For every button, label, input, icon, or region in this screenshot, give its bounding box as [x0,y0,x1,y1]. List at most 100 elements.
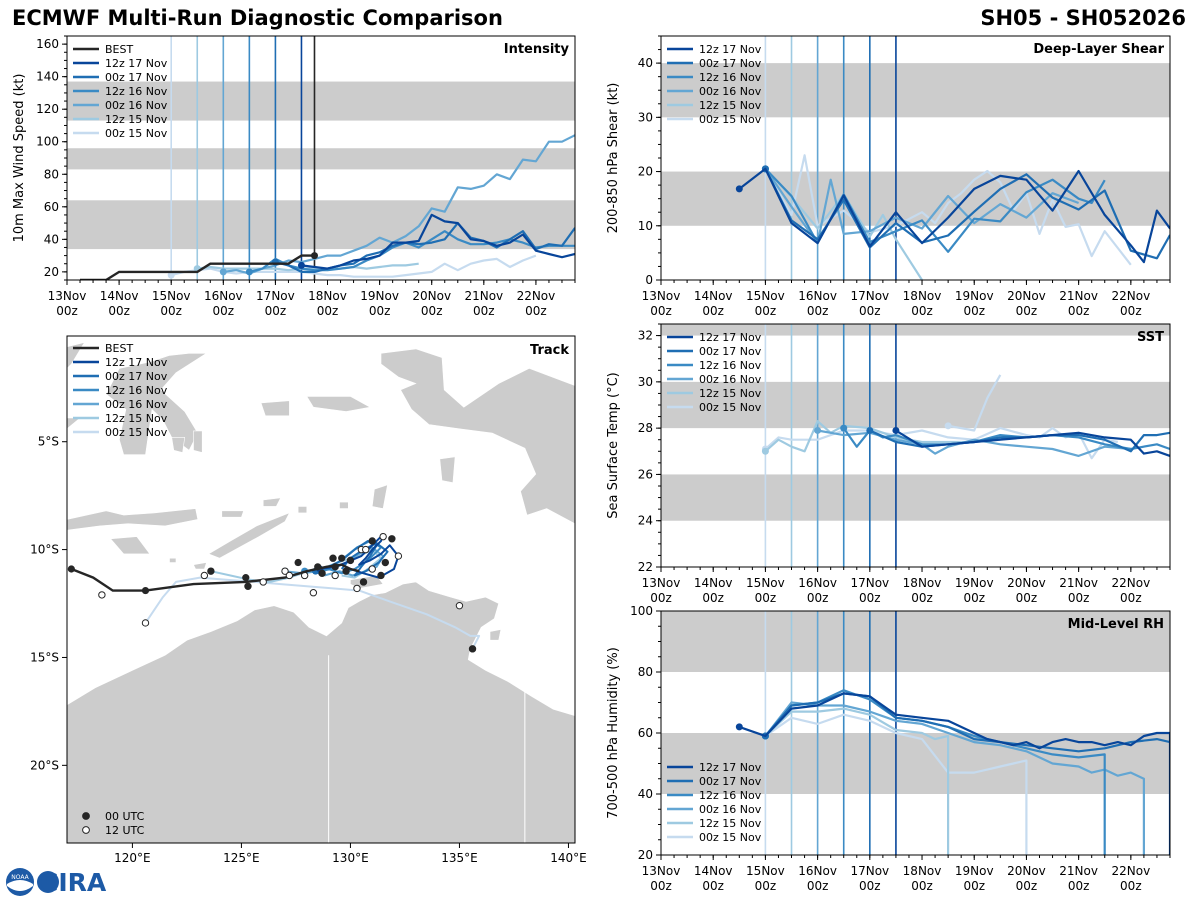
legend-label: 12z 17 Nov [105,356,168,369]
y-axis-label: 700-500 hPa Humidity (%) [606,647,621,819]
y-tick-label: 30 [638,110,653,124]
land-island [171,437,186,453]
legend-label: 00z 16 Nov [105,99,168,112]
x-tick-label: 14Nov [694,864,733,878]
land-australia [67,581,575,843]
x-tick-label: 00z [859,304,881,318]
x-tick-label: 22Nov [1111,576,1150,590]
y-tick-label: 20 [44,265,59,279]
x-tick-label: 00z [317,304,339,318]
x-tick-label: 00z [525,304,547,318]
land-island [169,557,177,563]
best-fix-00utc [331,563,339,571]
x-tick-label: 00z [702,591,724,605]
x-tick-label: 00z [650,591,672,605]
y-tick-label: 40 [44,232,59,246]
x-tick-label: 00z [1068,879,1090,893]
x-tick-label: 15Nov [746,289,785,303]
x-tick-label: 21Nov [1059,576,1098,590]
series-line [764,707,950,855]
x-tick-label: 19Nov [955,864,994,878]
panel-title: Intensity [504,42,570,57]
x-tick-label: 19Nov [360,289,399,303]
legend-label: 00z 17 Nov [105,370,168,383]
map-frame [66,335,576,844]
series-start-marker [735,185,743,193]
run-fix-marker [388,535,396,543]
panel-rh: 2040608010013Nov00z14Nov00z15Nov00z16Nov… [606,604,1171,893]
x-tick-label: 17Nov [850,289,889,303]
land-island [109,536,151,555]
run-fix-marker [379,532,387,541]
x-tick-label: 21Nov [1059,289,1098,303]
x-tick-label: 00z [213,304,235,318]
legend-label: 12z 15 Nov [699,387,762,400]
globe-icon [37,871,59,893]
threshold-band [67,148,575,170]
x-tick-label: 00z [755,879,777,893]
x-tick-label: 22Nov [1111,864,1150,878]
x-tick-label: 00z [1068,304,1090,318]
y-tick-label: 160 [36,37,59,51]
x-tick-label: 00z [650,304,672,318]
y-tick-label: 32 [638,329,653,343]
x-tick-label: 00z [1016,591,1038,605]
x-tick-label: 17Nov [850,864,889,878]
run-fix-marker [368,537,376,545]
x-tick-label: 00z [859,591,881,605]
legend-label: 12z 16 Nov [699,359,762,372]
best-fix-12utc [200,571,209,580]
run-track-line [144,576,481,650]
land-island [339,501,349,509]
x-tick-label: 16Nov [798,576,837,590]
series-start-marker [814,426,822,434]
legend-label: 00z 16 Nov [699,373,762,386]
series-start-marker [866,426,874,434]
marker-legend-symbol [82,826,90,834]
x-tick-label: 00z [807,591,829,605]
y-tick-label: 60 [44,200,59,214]
x-tick-label: 00z [911,879,933,893]
x-tick-label: 14Nov [694,576,733,590]
x-tick-label: 00z [1120,304,1142,318]
land-island [193,430,203,453]
land-island [262,497,282,507]
land-island [371,484,388,509]
plot-area-sst [661,324,1170,567]
legend-label: 00z 17 Nov [105,71,168,84]
plot-area-shear [661,36,1170,280]
run-fix-marker [331,571,339,580]
best-fix-00utc [67,565,75,573]
legend-label: 00z 15 Nov [105,127,168,140]
best-fix-12utc [98,591,106,599]
x-tick-label: 00z [807,879,829,893]
legend-label: 00z 16 Nov [699,85,762,98]
x-tick-label: 00z [160,304,182,318]
y-tick-label: 20 [638,848,653,862]
x-tick-label: 18Nov [308,289,347,303]
x-tick-label: 00z [1068,591,1090,605]
legend-label: 12z 17 Nov [699,43,762,56]
x-tick-label: 00z [473,304,495,318]
x-tick-label: 00z [108,304,130,318]
legend-label: 00z 17 Nov [699,57,762,70]
run-fix-marker [394,552,403,560]
lon-tick-label: 130°E [332,851,369,865]
x-tick-label: 16Nov [204,289,243,303]
series-start-marker [892,426,900,434]
land-island [489,629,502,641]
legend-label: 00z 15 Nov [699,113,762,126]
x-tick-label: 00z [1016,304,1038,318]
series-start-marker [219,268,227,276]
best-fix-12utc [259,578,267,586]
run-fix-marker [207,567,215,575]
marker-legend-symbol [82,812,90,820]
x-tick-label: 17Nov [850,576,889,590]
map-area [67,342,575,843]
x-tick-label: 18Nov [903,864,942,878]
series-start-marker [840,424,848,432]
lon-tick-label: 120°E [114,851,151,865]
x-tick-label: 00z [755,591,777,605]
land-new-guinea [380,348,575,525]
